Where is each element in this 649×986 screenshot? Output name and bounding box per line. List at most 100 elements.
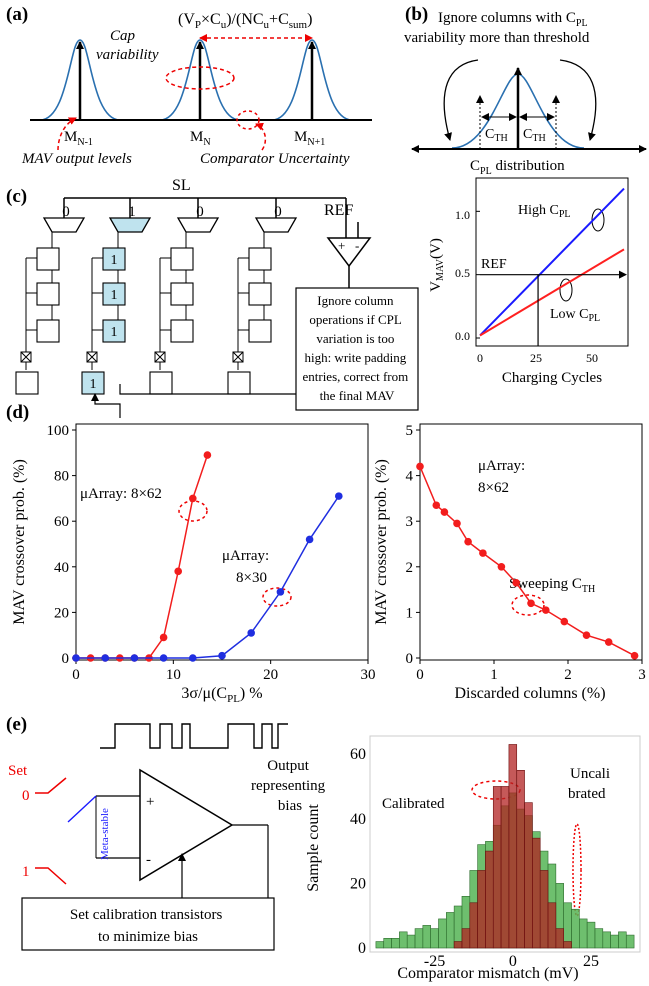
output-label: Output representing bias bbox=[251, 758, 329, 814]
d-left-ytick-3: 60 bbox=[54, 514, 69, 530]
panel-label-d: (d) bbox=[6, 402, 29, 423]
d-right-point-8 bbox=[527, 599, 535, 608]
d-left-ellipse-2 bbox=[262, 587, 292, 607]
cth-label-left: CTH bbox=[485, 127, 508, 144]
d-left-ytick-2: 40 bbox=[54, 560, 69, 576]
hist-ytick-3: 60 bbox=[350, 746, 366, 763]
column-bit-2: 0 bbox=[196, 204, 204, 220]
cell-0-2 bbox=[36, 319, 60, 343]
hist-bar-1-2 bbox=[469, 902, 478, 949]
vmav-ytick-0: 0.0 bbox=[455, 329, 470, 343]
cth-label-right: CTH bbox=[523, 127, 546, 144]
d-left-xtick-2: 20 bbox=[263, 667, 278, 683]
d-right-point-0 bbox=[416, 462, 424, 471]
d-left-ellipse-1 bbox=[178, 500, 208, 522]
hist-bar-0-31 bbox=[618, 931, 627, 949]
hist-ytick-1: 20 bbox=[350, 875, 366, 892]
d-right-frame bbox=[419, 423, 643, 661]
gaussian-n-1 bbox=[39, 39, 121, 121]
panel-label-c: (c) bbox=[6, 186, 27, 207]
sweeping-cth-label: Sweeping CTH bbox=[509, 576, 595, 595]
d-left-ytick-4: 80 bbox=[54, 469, 69, 485]
calibration-text: Set calibration transistors to minimize … bbox=[70, 907, 226, 945]
d-left-point-1-8 bbox=[305, 535, 314, 544]
padding-cell-2 bbox=[149, 371, 173, 395]
switch-zero bbox=[35, 777, 67, 794]
hist-xtick-0: -25 bbox=[424, 953, 445, 970]
d-left-point-1-5 bbox=[218, 651, 226, 660]
vmav-xtick-1: 25 bbox=[530, 351, 542, 365]
d-left-point-1-1 bbox=[101, 654, 109, 662]
panel-a: (a) (VP×Cu)/(NCu+Csum) Cap variability MN… bbox=[6, 4, 372, 167]
low-marker-ellipse bbox=[559, 278, 573, 302]
comparator-uncertainty-label: Comparator Uncertainty bbox=[200, 151, 350, 167]
hist-bar-0-5 bbox=[414, 928, 424, 949]
d-right-xtick-0: 0 bbox=[416, 667, 424, 683]
hist-bar-0-28 bbox=[594, 928, 604, 949]
variability-ellipse bbox=[165, 66, 235, 90]
cell-3-2 bbox=[248, 319, 272, 343]
discard-arrow-left bbox=[443, 59, 479, 141]
hist-bar-1-5 bbox=[492, 786, 502, 949]
vmav-high-label: High CPL bbox=[518, 203, 571, 220]
panel-b-title-line1: Ignore columns with CPL bbox=[438, 10, 588, 29]
vmav-plot-frame bbox=[475, 177, 629, 347]
mismatch-histogram: Sample count Comparator mismatch (mV) Ca… bbox=[305, 735, 641, 982]
vmav-ytick-2: 1.0 bbox=[455, 208, 470, 222]
vmav-ref-label: REF bbox=[481, 257, 507, 272]
hist-bar-1-12 bbox=[547, 902, 557, 949]
vmav-ytick-1: 0.5 bbox=[455, 266, 470, 280]
mav-output-levels-label: MAV output levels bbox=[21, 151, 132, 167]
d-left-xtick-0: 0 bbox=[72, 667, 80, 683]
d-left-annotation-2: μArray: 8×30 bbox=[222, 548, 269, 586]
set-zero-label: 0 bbox=[22, 788, 30, 804]
hist-bar-1-6 bbox=[500, 786, 510, 949]
comparator bbox=[326, 237, 372, 268]
uncertainty-ellipse bbox=[236, 110, 260, 130]
hist-xlabel: Comparator mismatch (mV) bbox=[397, 965, 578, 982]
discard-arrow-right bbox=[559, 59, 597, 141]
hist-bar-0-26 bbox=[579, 918, 588, 949]
padding-cell-value-1: 1 bbox=[90, 377, 97, 392]
cap-variability-label: Cap variability bbox=[96, 28, 159, 63]
mav-formula: (VP×Cu)/(NCu+Csum) bbox=[178, 11, 312, 31]
d-right-point-4 bbox=[464, 537, 472, 546]
d-left-point-1-3 bbox=[159, 654, 168, 662]
sweep-ellipse bbox=[511, 594, 545, 616]
panel-b: (b) Ignore columns with CPL variability … bbox=[404, 4, 647, 177]
hist-bar-0-29 bbox=[602, 931, 611, 949]
d-right-point-12 bbox=[604, 638, 613, 646]
cell-2-2 bbox=[170, 319, 194, 343]
hist-bar-1-9 bbox=[524, 802, 533, 949]
cell-0-1 bbox=[36, 282, 60, 306]
cell-2-0 bbox=[170, 247, 194, 271]
d-left-point-0-8 bbox=[189, 494, 197, 503]
panel-label-b: (b) bbox=[405, 4, 428, 25]
vmav-low-label: Low CPL bbox=[550, 307, 600, 324]
d-right-series-line bbox=[419, 466, 635, 657]
note-box bbox=[295, 287, 419, 411]
d-right-point-13 bbox=[630, 651, 639, 660]
d-right-xtick-3: 3 bbox=[638, 667, 646, 683]
hist-ylabel: Sample count bbox=[305, 804, 322, 892]
hist-bar-1-1 bbox=[461, 928, 471, 949]
hist-bar-0-27 bbox=[586, 921, 596, 949]
switch-x-icon-2 bbox=[154, 351, 166, 363]
hist-bar-0-3 bbox=[399, 931, 408, 949]
d-left-xtick-3: 30 bbox=[361, 667, 376, 683]
padding-write-arrow bbox=[91, 393, 121, 418]
d-right-point-3 bbox=[453, 519, 461, 528]
meta-stable-line bbox=[67, 795, 97, 823]
d-right-ytick-4: 4 bbox=[406, 469, 414, 485]
meta-stable-label: Meta-stable bbox=[99, 808, 111, 860]
panel-d: (d) MAV crossover prob. (%) 3σ/μ(CPL) % … bbox=[6, 402, 646, 705]
panel-e: (e) Output representing bias Set 0 1 + -… bbox=[6, 714, 641, 982]
d-left-ytick-1: 20 bbox=[54, 605, 69, 621]
level-label-n: MN bbox=[190, 129, 211, 148]
column-mux-0 bbox=[42, 217, 86, 233]
padding-cell-3 bbox=[227, 371, 251, 395]
hist-bar-0-4 bbox=[406, 934, 416, 949]
level-label-n-1: MN-1 bbox=[64, 129, 93, 148]
vmav-xtick-2: 50 bbox=[586, 351, 598, 365]
d-left-point-1-7 bbox=[276, 588, 285, 596]
